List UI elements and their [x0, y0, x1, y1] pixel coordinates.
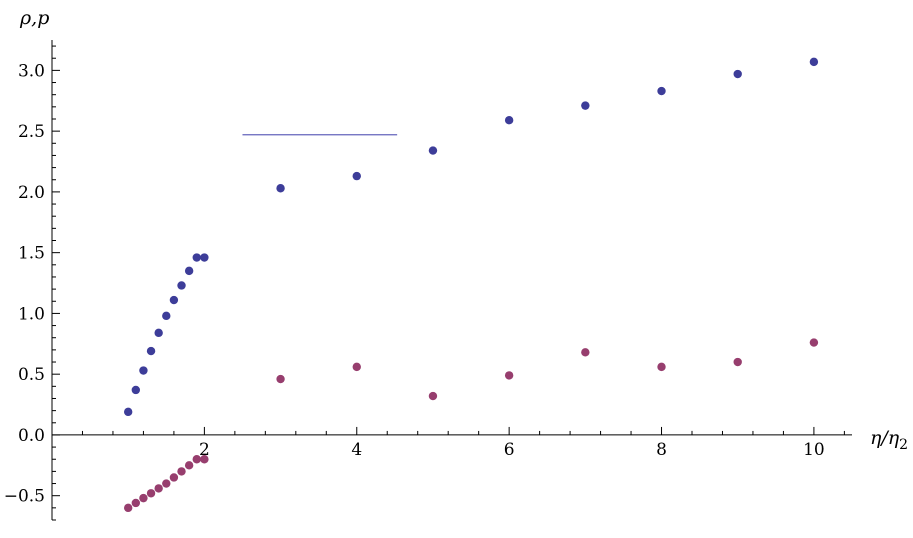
x-axis-label: η/η2 [870, 427, 908, 453]
x-tick-label: 8 [656, 440, 667, 460]
series-1-point [733, 69, 742, 79]
x-ticks: 2 4 6 8 10 [81, 426, 845, 460]
series-2-point [154, 484, 163, 493]
y-tick-label: 3.0 [18, 61, 45, 81]
series-1-point [276, 184, 285, 193]
series-2-point [139, 493, 148, 503]
series-1-point [162, 311, 171, 321]
x-tick-label: 2 [199, 440, 210, 460]
series-2-point [131, 498, 141, 508]
y-tick-label: 0.5 [18, 365, 45, 385]
series-2-point [184, 461, 194, 470]
y-tick-label: 0.0 [18, 426, 45, 446]
series-2-point [123, 503, 133, 513]
x-tick-label: 6 [504, 440, 515, 460]
series-1-point [146, 346, 156, 356]
series-1-point [504, 116, 514, 125]
series-1-point [192, 253, 201, 262]
series-1-point [169, 295, 179, 305]
series-1-point [581, 101, 590, 110]
series-2-point [504, 371, 514, 380]
series-2-point [146, 489, 156, 498]
series-2-point [733, 357, 742, 367]
series-1-point [184, 266, 194, 276]
series-1-point [657, 86, 666, 96]
series-2-point [177, 467, 186, 476]
y-tick-label: −0.5 [4, 487, 45, 507]
series-1-point [809, 57, 819, 67]
series-2-point [200, 455, 209, 464]
y-ticks: −0.5 0.0 0.5 1.0 1.5 2.0 2.5 3.0 [4, 45, 60, 521]
series-1-point [200, 253, 209, 262]
series-2-point [169, 473, 179, 482]
series-1-point [154, 328, 163, 338]
x-tick-label: 4 [351, 440, 362, 460]
series-1-point [131, 385, 141, 395]
series-1-point [123, 407, 133, 417]
series-1-point [352, 171, 361, 181]
series-1-point [139, 366, 148, 375]
series-1-point [177, 281, 186, 290]
x-axis-label-subscript: 2 [899, 437, 908, 453]
series-2-point [809, 338, 819, 347]
series-2-point [276, 374, 285, 384]
y-tick-label: 1.5 [18, 244, 45, 264]
series-2-point [581, 348, 590, 357]
y-tick-label: 1.0 [18, 304, 45, 324]
y-axis-label: ρ,p [19, 7, 49, 29]
y-tick-label: 2.5 [18, 122, 45, 142]
x-axis-label-main: η/η [870, 427, 900, 449]
axes: 2 4 6 8 10 −0.5 0.0 0.5 1.0 1.5 2.0 2.5 3.0 [4, 40, 852, 521]
series-2-point [352, 362, 361, 372]
y-tick-label: 2.0 [18, 183, 45, 203]
x-tick-label: 10 [803, 440, 825, 460]
series-2-point [657, 362, 666, 372]
series-2-point [162, 479, 171, 488]
data-points [123, 57, 819, 513]
series-2-point [192, 455, 201, 464]
series-2-point [428, 391, 438, 401]
series-1-point [428, 146, 438, 155]
